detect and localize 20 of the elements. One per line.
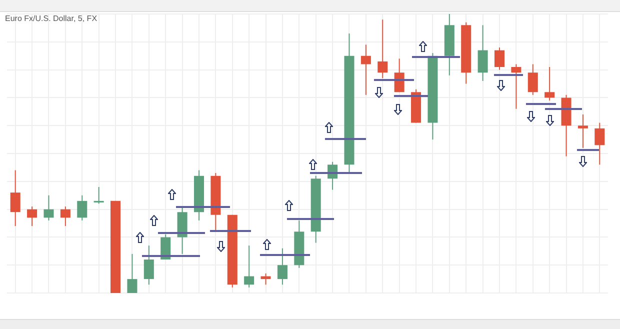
candlestick xyxy=(544,66,555,101)
candlestick xyxy=(27,206,38,227)
candlestick xyxy=(144,245,154,286)
candlestick xyxy=(77,194,88,221)
candlestick xyxy=(10,170,20,227)
candlestick xyxy=(478,24,488,82)
candlestick xyxy=(494,46,504,70)
candlestick xyxy=(578,114,588,148)
candlestick xyxy=(60,206,70,227)
candlestick xyxy=(511,64,522,110)
candlestick xyxy=(127,253,138,294)
candlestick xyxy=(594,122,605,166)
candlestick xyxy=(94,186,104,204)
chart-title: Euro Fx/U.S. Dollar, 5, FX xyxy=(5,14,98,23)
candlestick xyxy=(360,44,371,96)
candlestick xyxy=(277,248,288,286)
candlestick xyxy=(244,245,254,288)
candlestick xyxy=(528,64,538,96)
candlestick xyxy=(378,19,388,79)
candlestick xyxy=(44,194,54,221)
